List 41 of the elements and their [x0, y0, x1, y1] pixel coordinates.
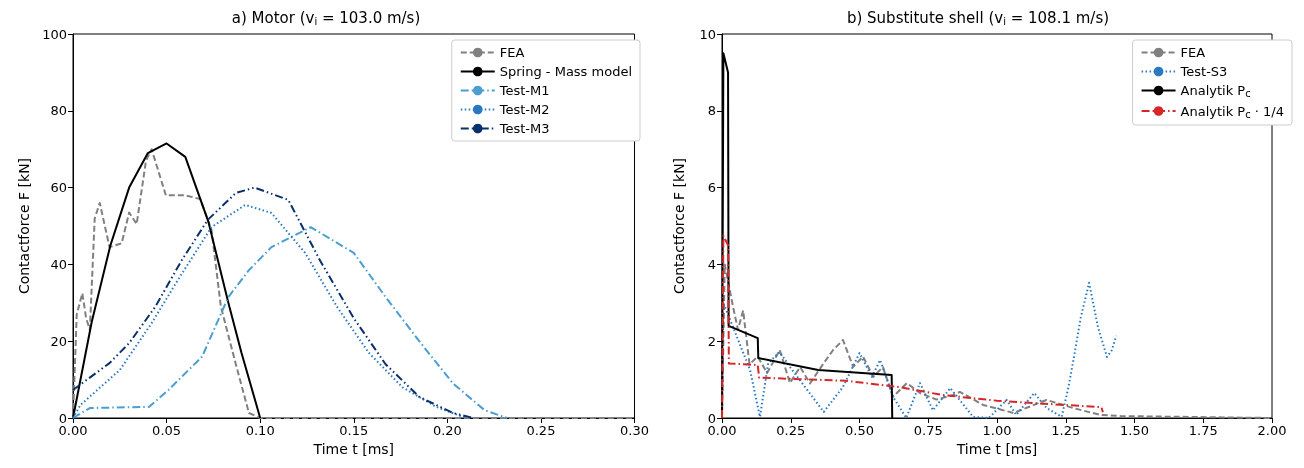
chart-title: b) Substitute shell (vi = 108.1 m/s)	[846, 8, 1110, 27]
x-tick-label: 1.75	[1188, 423, 1218, 438]
x-tick-label: 2.00	[1257, 423, 1287, 438]
y-tick-label: 10	[699, 26, 716, 42]
y-axis-title: Contactforce F [kN]	[16, 157, 33, 295]
y-tick-label: 6	[707, 180, 716, 196]
x-axis-title: Time t [ms]	[955, 441, 1038, 457]
x-tick-label: 1.00	[982, 423, 1012, 438]
y-tick-label: 4	[707, 256, 716, 272]
x-tick-label: 0.50	[845, 423, 874, 438]
y-axis-title: Contactforce F [kN]	[671, 157, 687, 295]
legend-label: Spring - Mass model	[499, 64, 632, 79]
y-tick-label: 0	[707, 410, 716, 426]
x-tick-label: 0.25	[776, 423, 806, 438]
x-tick-label: 0.25	[526, 423, 556, 438]
y-tick-label: 20	[50, 333, 67, 349]
x-tick-label: 0.00	[707, 423, 737, 438]
x-tick-label: 0.10	[245, 423, 275, 438]
legend-label: Test-M1	[498, 83, 550, 98]
x-tick-label: 1.50	[1120, 423, 1149, 438]
x-tick-label: 1.25	[1051, 423, 1081, 438]
x-tick-label: 0.30	[620, 423, 649, 438]
legend-label: Test-S3	[1179, 64, 1228, 79]
x-tick-label: 0.05	[152, 423, 182, 438]
legend-label: Test-M2	[498, 102, 550, 117]
y-tick-label: 0	[58, 410, 67, 426]
x-axis-title: Time t [ms]	[312, 441, 395, 457]
y-tick-label: 2	[707, 333, 716, 349]
x-tick-label: 0.75	[913, 423, 943, 438]
y-tick-label: 8	[707, 103, 716, 119]
legend-label: FEA	[1180, 45, 1206, 60]
chart-title: a) Motor (vi = 103.0 m/s)	[231, 8, 421, 27]
y-tick-label: 100	[42, 26, 67, 42]
legend-label: Test-M3	[498, 121, 550, 136]
y-tick-label: 40	[50, 256, 67, 272]
x-tick-label: 0.15	[339, 423, 369, 438]
x-tick-label: 0.20	[432, 423, 462, 438]
legend-label: FEA	[499, 45, 525, 60]
y-tick-label: 60	[50, 180, 67, 196]
y-tick-label: 80	[50, 103, 67, 119]
x-tick-label: 0.00	[58, 423, 88, 438]
